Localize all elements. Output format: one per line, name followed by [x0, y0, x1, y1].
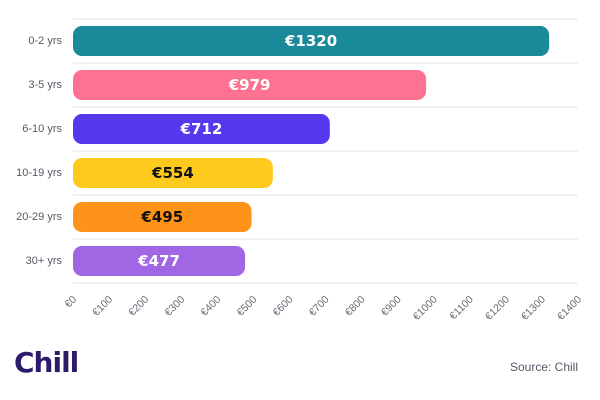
x-tick-label: €400: [198, 294, 223, 319]
bar-6-10-yrs: [73, 114, 330, 144]
x-tick-label: €900: [379, 294, 404, 319]
x-tick-label: €1400: [555, 294, 584, 323]
category-label: 30+ yrs: [26, 255, 63, 267]
x-tick-label: €1000: [411, 294, 440, 323]
x-tick-label: €500: [234, 294, 259, 319]
data-label: €554: [151, 164, 194, 182]
category-label: 10-19 yrs: [16, 167, 62, 179]
x-tick-label: €0: [62, 294, 79, 311]
category-label: 6-10 yrs: [22, 123, 62, 135]
bar-30-yrs: [73, 246, 246, 276]
bar-10-19-yrs: [73, 158, 273, 188]
bar-0-2-yrs: [73, 26, 550, 56]
category-label: 3-5 yrs: [28, 79, 62, 91]
bars: €1320 €979 €712 €554 €495 €477: [73, 26, 550, 276]
data-label: €1320: [284, 32, 337, 50]
gridlines: [73, 18, 578, 284]
bar-20-29-yrs: [73, 202, 252, 232]
x-tick-label: €200: [126, 294, 151, 319]
x-tick-label: €600: [271, 294, 296, 319]
data-label: €477: [137, 252, 180, 270]
x-tick-label: €1200: [483, 294, 512, 323]
category-label: 20-29 yrs: [16, 211, 62, 223]
x-tick-label: €100: [90, 294, 115, 319]
x-tick-label: €1300: [519, 294, 548, 323]
data-label: €979: [228, 76, 271, 94]
data-label: €712: [180, 120, 223, 138]
x-tick-label: €700: [307, 294, 332, 319]
data-label: €495: [140, 208, 183, 226]
source-note: Source: Chill: [509, 360, 578, 374]
x-axis-ticks: €0 €100 €200 €300 €400 €500 €600 €700 €800 €900 €1…: [62, 294, 584, 323]
bar-3-5-yrs: [73, 70, 427, 100]
x-tick-label: €1100: [447, 294, 476, 323]
x-tick-label: €800: [343, 294, 368, 319]
chill-logo: Chill: [14, 346, 79, 379]
x-tick-label: €300: [162, 294, 187, 319]
category-labels: 0-2 yrs 3-5 yrs 6-10 yrs 10-19 yrs 20-29 yrs…: [16, 35, 62, 267]
bar-chart: €1320 €979 €712 €554 €495 €477 0-2 yrs 3-5 yrs…: [16, 18, 584, 323]
category-label: 0-2 yrs: [28, 35, 62, 47]
